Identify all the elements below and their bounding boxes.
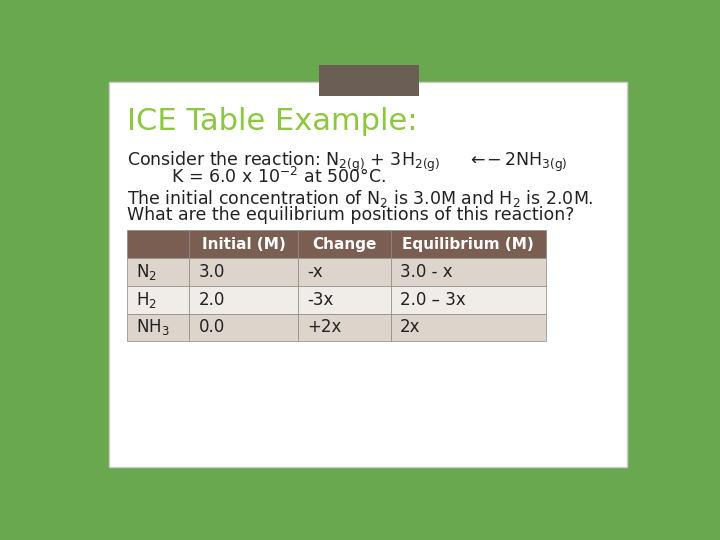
Text: The initial concentration of $\mathregular{N_2}$ is 3.0M and $\mathregular{H_2}$: The initial concentration of $\mathregul… — [127, 188, 594, 209]
Text: $\mathregular{H_2}$: $\mathregular{H_2}$ — [137, 289, 158, 309]
Bar — [189, 314, 297, 341]
Bar — [319, 65, 419, 96]
Bar — [297, 231, 391, 258]
Text: 2.0 – 3x: 2.0 – 3x — [400, 291, 466, 309]
Bar — [189, 231, 297, 258]
FancyBboxPatch shape — [109, 82, 627, 467]
Text: +2x: +2x — [307, 319, 341, 336]
Text: 2.0: 2.0 — [199, 291, 225, 309]
Text: -3x: -3x — [307, 291, 333, 309]
Bar — [189, 286, 297, 314]
Bar — [127, 258, 189, 286]
Text: 0.0: 0.0 — [199, 319, 225, 336]
Bar — [297, 286, 391, 314]
Text: Change: Change — [312, 237, 377, 252]
Text: Consider the reaction: $\mathregular{N_{2(g)}}$ + $\mathregular{3H_{2(g)}}$     : Consider the reaction: $\mathregular{N_{… — [127, 150, 567, 174]
Text: ICE Table Example:: ICE Table Example: — [127, 107, 418, 136]
Text: Equilibrium (M): Equilibrium (M) — [402, 237, 534, 252]
Bar — [127, 314, 189, 341]
Bar — [391, 231, 546, 258]
Text: K = 6.0 x $\mathregular{10^{-2}}$ at 500°C.: K = 6.0 x $\mathregular{10^{-2}}$ at 500… — [127, 167, 386, 187]
Bar — [127, 286, 189, 314]
Bar — [297, 314, 391, 341]
Bar — [127, 231, 189, 258]
Bar — [297, 258, 391, 286]
Text: 3.0: 3.0 — [199, 263, 225, 281]
Text: 3.0 - x: 3.0 - x — [400, 263, 453, 281]
Text: $\mathregular{N_2}$: $\mathregular{N_2}$ — [137, 262, 158, 282]
Bar — [391, 286, 546, 314]
Text: What are the equilibrium positions of this reaction?: What are the equilibrium positions of th… — [127, 206, 575, 224]
Text: -x: -x — [307, 263, 323, 281]
Bar — [391, 258, 546, 286]
Text: 2x: 2x — [400, 319, 420, 336]
Text: Initial (M): Initial (M) — [202, 237, 285, 252]
Text: $\mathregular{NH_3}$: $\mathregular{NH_3}$ — [137, 318, 170, 338]
Bar — [391, 314, 546, 341]
Bar — [189, 258, 297, 286]
